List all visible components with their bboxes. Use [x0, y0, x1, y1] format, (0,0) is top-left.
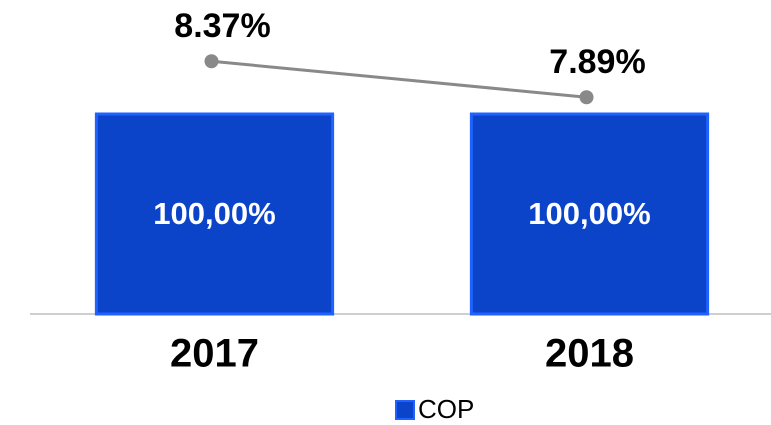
x-tick-label: 2017 — [170, 332, 259, 376]
line-value-label: 8.37% — [174, 7, 270, 45]
legend-swatch — [395, 400, 415, 420]
legend-label: COP — [418, 394, 474, 424]
bar — [469, 112, 710, 316]
line — [211, 59, 587, 99]
x-tick-label: 2018 — [545, 332, 634, 376]
line-value-label: 7.89% — [549, 43, 645, 81]
bar-value-label: 100,00% — [153, 196, 275, 231]
bar — [94, 112, 335, 316]
bar-value-label: 100,00% — [528, 196, 650, 231]
line-point — [204, 54, 219, 69]
line-point — [579, 90, 594, 105]
